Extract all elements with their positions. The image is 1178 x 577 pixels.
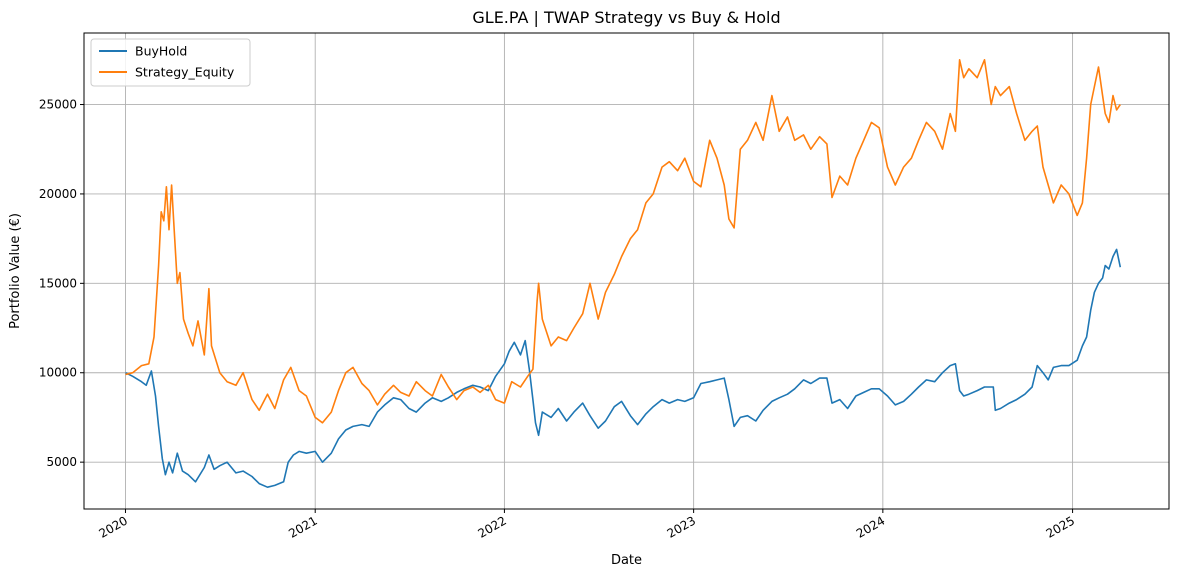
legend-label-buyhold: BuyHold	[135, 44, 187, 59]
x-axis-title: Date	[611, 553, 642, 568]
y-tick-label: 15000	[39, 276, 77, 290]
y-axis-title: Portfolio Value (€)	[8, 213, 23, 329]
legend: BuyHold Strategy_Equity	[90, 38, 251, 87]
series-line-strategy-equity	[125, 59, 1121, 424]
plot-area-frame	[83, 32, 1170, 510]
y-tick-label: 5000	[46, 455, 77, 469]
grid	[84, 33, 1169, 509]
series-lines	[125, 59, 1122, 488]
y-tick-label: 10000	[39, 366, 77, 380]
chart-title: GLE.PA | TWAP Strategy vs Buy & Hold	[472, 8, 780, 27]
series-line-buyhold	[125, 248, 1122, 488]
y-tick-label: 25000	[39, 98, 77, 112]
legend-box	[90, 38, 251, 87]
y-tick-label: 20000	[39, 187, 77, 201]
legend-label-strategy-equity: Strategy_Equity	[135, 65, 235, 80]
